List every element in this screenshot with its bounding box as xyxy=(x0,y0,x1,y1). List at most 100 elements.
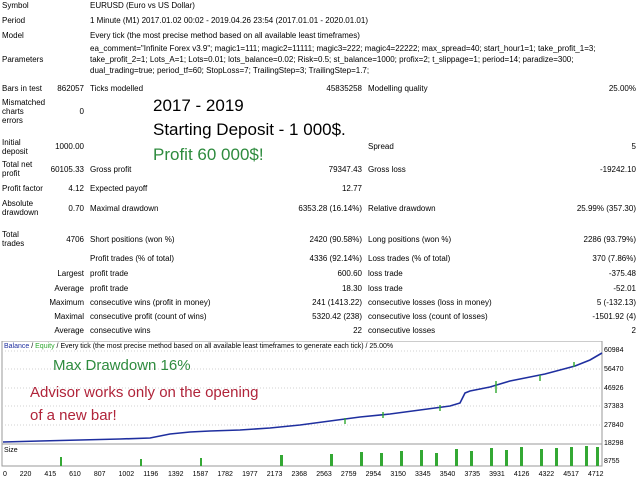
y-label-3: 37383 xyxy=(604,403,624,410)
relative-drawdown-value: 25.99% (357.30) xyxy=(576,204,636,213)
bars-in-test-label: Bars in test xyxy=(2,84,43,93)
ticks-modelled-value: 45835258 xyxy=(326,84,362,93)
maximal-consec-profit-value: 5320.42 (238) xyxy=(312,312,362,321)
ticks-modelled-label: Ticks modelled xyxy=(90,84,144,93)
gross-profit-value: 79347.43 xyxy=(328,165,362,174)
x-label: 3735 xyxy=(464,471,481,478)
y-label-2: 46926 xyxy=(604,385,624,392)
x-label: 1392 xyxy=(167,471,184,478)
x-label: 1587 xyxy=(192,471,209,478)
gross-loss-value: -19242.10 xyxy=(599,165,636,174)
x-label: 2759 xyxy=(340,471,357,478)
graph-header-rest: / Every tick (the most precise method ba… xyxy=(54,343,394,350)
gross-loss-label: Gross loss xyxy=(368,165,406,174)
model-label: Model xyxy=(2,31,24,40)
loss-trades-value: 370 (7.86%) xyxy=(592,254,636,263)
avg-consec-losses-value: 2 xyxy=(631,326,636,335)
x-label: 4322 xyxy=(538,471,555,478)
initial-deposit-label-2: deposit xyxy=(2,147,28,156)
x-label: 4126 xyxy=(513,471,530,478)
x-label: 3931 xyxy=(489,471,505,478)
x-label: 4517 xyxy=(563,471,579,478)
max-consec-wins-label: consecutive wins (profit in money) xyxy=(90,298,211,307)
initial-deposit-value: 1000.00 xyxy=(55,142,84,151)
maximal-drawdown-label: Maximal drawdown xyxy=(90,204,159,213)
x-label: 2173 xyxy=(266,471,283,478)
largest-loss-label: loss trade xyxy=(368,269,403,278)
modelling-quality-value: 25.00% xyxy=(608,84,636,93)
volume-bars xyxy=(60,446,599,466)
balance-graph xyxy=(0,341,640,480)
gross-profit-label: Gross profit xyxy=(90,165,132,174)
spread-value: 5 xyxy=(631,142,636,151)
profit-factor-value: 4.12 xyxy=(68,184,84,193)
x-label: 1196 xyxy=(143,471,159,478)
relative-drawdown-label: Relative drawdown xyxy=(368,204,436,213)
net-profit-label-1: Total net xyxy=(2,160,33,169)
average-prefix: Average xyxy=(54,284,84,293)
x-label: 807 xyxy=(93,471,106,478)
maximal-prefix: Maximal xyxy=(54,312,84,321)
avg-consec-losses-label: consecutive losses xyxy=(368,326,436,335)
x-label: 0 xyxy=(3,471,7,478)
long-positions-value: 2286 (93.79%) xyxy=(583,235,636,244)
parameters-line-1: ea_comment="Infinite Forex v3.9"; magic1… xyxy=(90,44,596,53)
max-consec-losses-label: consecutive losses (loss in money) xyxy=(368,298,492,307)
net-profit-value: 60105.33 xyxy=(50,165,84,174)
maximum-prefix: Maximum xyxy=(49,298,84,307)
largest-loss-value: -375.48 xyxy=(608,269,636,278)
period-label: Period xyxy=(2,16,26,25)
average-profit-label: profit trade xyxy=(90,284,129,293)
maximal-consec-profit-label: consecutive profit (count of wins) xyxy=(90,312,207,321)
graph-frame xyxy=(1,341,603,467)
mismatched-value: 0 xyxy=(79,107,84,116)
x-label: 1977 xyxy=(242,471,258,478)
symbol-value: EURUSD (Euro vs US Dollar) xyxy=(90,1,195,10)
loss-trades-label: Loss trades (% of total) xyxy=(368,254,451,263)
balance-graph-svg xyxy=(1,341,603,467)
largest-profit-label: profit trade xyxy=(90,269,129,278)
total-trades-label-1: Total xyxy=(2,230,19,239)
x-label: 2563 xyxy=(316,471,332,478)
expected-payoff-value: 12.77 xyxy=(341,184,362,193)
max-consec-losses-value: 5 (-132.13) xyxy=(596,298,636,307)
period-value: 1 Minute (M1) 2017.01.02 00:02 - 2019.04… xyxy=(90,16,368,25)
average-loss-value: -52.01 xyxy=(613,284,636,293)
graph-header-balance: Balance xyxy=(4,343,30,350)
graph-header-equity: Equity xyxy=(35,343,55,350)
total-trades-value: 4706 xyxy=(66,235,84,244)
mismatched-label-2: charts xyxy=(2,107,24,116)
parameters-line-2: take_profit_2=1; Lots_A=1; Lots=0.01; lo… xyxy=(90,55,574,64)
avg-consec-wins-label: consecutive wins xyxy=(90,326,151,335)
x-label: 415 xyxy=(44,471,57,478)
max-consec-wins-value: 241 (1413.22) xyxy=(312,298,362,307)
parameters-line-3: dual_trading=true; period_tf=60; StopLos… xyxy=(90,66,370,75)
absolute-drawdown-label-2: drawdown xyxy=(2,208,39,217)
modelling-quality-label: Modelling quality xyxy=(368,84,428,93)
x-label: 220 xyxy=(19,471,32,478)
x-label: 3540 xyxy=(439,471,456,478)
volume-size-label: Size xyxy=(4,447,18,454)
maximal-consec-loss-label: consecutive loss (count of losses) xyxy=(368,312,488,321)
short-positions-label: Short positions (won %) xyxy=(90,235,175,244)
mismatched-label-3: errors xyxy=(2,116,23,125)
x-label: 2368 xyxy=(291,471,308,478)
absolute-drawdown-value: 0.70 xyxy=(68,204,84,213)
spread-label: Spread xyxy=(368,142,394,151)
profit-trades-value: 4336 (92.14%) xyxy=(309,254,362,263)
x-label: 610 xyxy=(69,471,81,478)
initial-deposit-label-1: Initial xyxy=(2,138,21,147)
y-label-4: 27840 xyxy=(604,422,624,429)
short-positions-value: 2420 (90.58%) xyxy=(309,235,362,244)
expected-payoff-label: Expected payoff xyxy=(90,184,148,193)
average-loss-label: loss trade xyxy=(368,284,403,293)
overlay-years: 2017 - 2019 xyxy=(153,96,244,115)
graph-header: Balance / Equity / Every tick (the most … xyxy=(4,343,393,350)
maximal-consec-loss-value: -1501.92 (4) xyxy=(592,312,636,321)
overlay-advisor-line-2: of a new bar! xyxy=(30,407,117,424)
y-label-5: 18298 xyxy=(604,440,624,447)
test-report: Symbol EURUSD (Euro vs US Dollar) Period… xyxy=(2,1,636,335)
model-value: Every tick (the most precise method base… xyxy=(90,31,360,40)
largest-prefix: Largest xyxy=(57,269,84,278)
total-trades-label-2: trades xyxy=(2,239,25,248)
